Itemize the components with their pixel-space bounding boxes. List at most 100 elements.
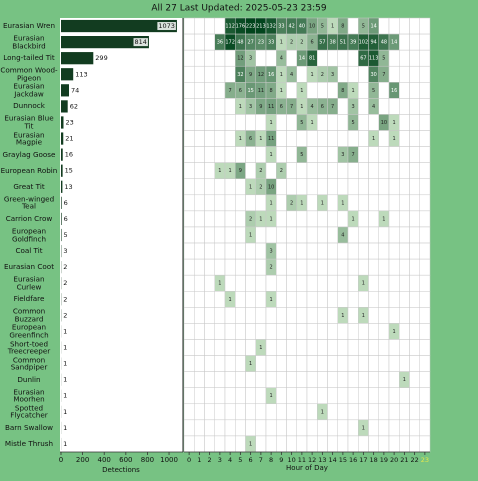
species-label: European Greenfinch <box>9 322 49 340</box>
empty-cell <box>276 419 287 437</box>
value-label-box <box>74 70 89 79</box>
empty-cell <box>337 210 349 228</box>
empty-cell <box>317 178 328 196</box>
cell-label: 7 <box>352 152 355 158</box>
value-label: 16 <box>65 151 73 159</box>
empty-cell <box>265 419 277 437</box>
empty-cell <box>378 82 390 99</box>
empty-cell <box>409 162 420 179</box>
empty-cell <box>337 65 349 83</box>
empty-cell <box>245 403 256 421</box>
empty-cell <box>286 49 297 67</box>
empty-cell <box>317 49 328 67</box>
empty-cell <box>337 291 349 308</box>
species-label: Dunlin <box>17 374 41 384</box>
empty-cell <box>194 49 205 67</box>
cell-label: 6 <box>280 104 283 110</box>
empty-cell <box>347 435 359 453</box>
empty-cell <box>276 403 287 421</box>
x-tick-label: 10 <box>287 456 295 464</box>
empty-cell <box>317 419 328 437</box>
empty-cell <box>265 435 277 453</box>
empty-cell <box>347 178 359 196</box>
species-label: Barn Swallow <box>4 423 54 433</box>
empty-cell <box>204 258 215 276</box>
species-label: Spotted Flycatcher <box>10 403 48 420</box>
empty-cell <box>327 403 338 421</box>
value-label: 1 <box>63 408 67 416</box>
empty-cell <box>306 435 318 453</box>
cell-label: 1 <box>218 168 221 174</box>
empty-cell <box>388 194 400 212</box>
empty-cell <box>347 242 359 260</box>
empty-cell <box>214 242 226 260</box>
empty-cell <box>368 291 379 308</box>
x-tick-label: 5 <box>238 456 242 464</box>
value-label-box <box>62 311 69 320</box>
empty-cell <box>224 65 236 83</box>
empty-cell <box>306 291 318 308</box>
value-label-box <box>62 407 69 416</box>
x-tick-label: 400 <box>98 456 111 464</box>
empty-cell <box>286 387 297 405</box>
empty-cell <box>358 210 369 228</box>
value-label: 1073 <box>158 22 175 30</box>
empty-cell <box>204 114 215 131</box>
empty-cell <box>306 371 318 388</box>
empty-cell <box>204 291 215 308</box>
empty-cell <box>214 291 226 308</box>
x-tick-label: 21 <box>400 456 408 464</box>
empty-cell <box>306 258 318 276</box>
cell-label: 1 <box>382 216 385 222</box>
empty-cell <box>224 387 236 405</box>
empty-cell <box>183 178 195 196</box>
bar <box>61 228 62 242</box>
empty-cell <box>194 323 205 340</box>
empty-cell <box>265 307 277 324</box>
empty-cell <box>296 355 308 372</box>
empty-cell <box>399 323 410 340</box>
value-label-box <box>62 279 69 288</box>
empty-cell <box>419 210 431 228</box>
cell-label: 6 <box>321 104 324 110</box>
empty-cell <box>358 146 369 163</box>
species-label: Eurasian Moorhen <box>13 387 45 404</box>
empty-cell <box>419 114 431 131</box>
empty-cell <box>235 387 246 405</box>
species-label: Graylag Goose <box>2 149 56 159</box>
empty-cell <box>194 242 205 260</box>
species-label: Common Wood-Pigeon <box>0 65 58 83</box>
value-label-box <box>62 391 69 400</box>
cell-label: 6 <box>239 88 242 94</box>
empty-cell <box>276 371 287 388</box>
empty-cell <box>224 194 236 212</box>
cell-label: 81 <box>309 56 315 62</box>
cell-label: 48 <box>237 40 243 46</box>
x-tick-label: 600 <box>119 456 132 464</box>
cell-label: 30 <box>370 72 376 78</box>
empty-cell <box>194 33 205 51</box>
empty-cell <box>286 403 297 421</box>
cell-label: 48 <box>381 40 387 46</box>
cell-label: 6 <box>311 40 314 46</box>
empty-cell <box>224 274 236 292</box>
cell-label: 51 <box>340 40 346 46</box>
value-label: 2 <box>63 311 67 319</box>
cell-label: 1 <box>249 233 252 239</box>
empty-cell <box>388 49 400 67</box>
cell-label: 8 <box>341 24 344 30</box>
empty-cell <box>194 258 205 276</box>
cell-label: 33 <box>278 24 284 30</box>
empty-cell <box>306 210 318 228</box>
empty-cell <box>214 49 226 67</box>
empty-cell <box>276 242 287 260</box>
cell-label: 14 <box>370 24 376 30</box>
bar <box>61 196 62 209</box>
empty-cell <box>399 82 410 99</box>
cell-label: 10 <box>309 24 315 30</box>
empty-cell <box>409 274 420 292</box>
empty-cell <box>183 355 195 372</box>
empty-cell <box>224 242 236 260</box>
x-tick-label: 800 <box>141 456 154 464</box>
species-label: Dunnock <box>13 101 45 111</box>
